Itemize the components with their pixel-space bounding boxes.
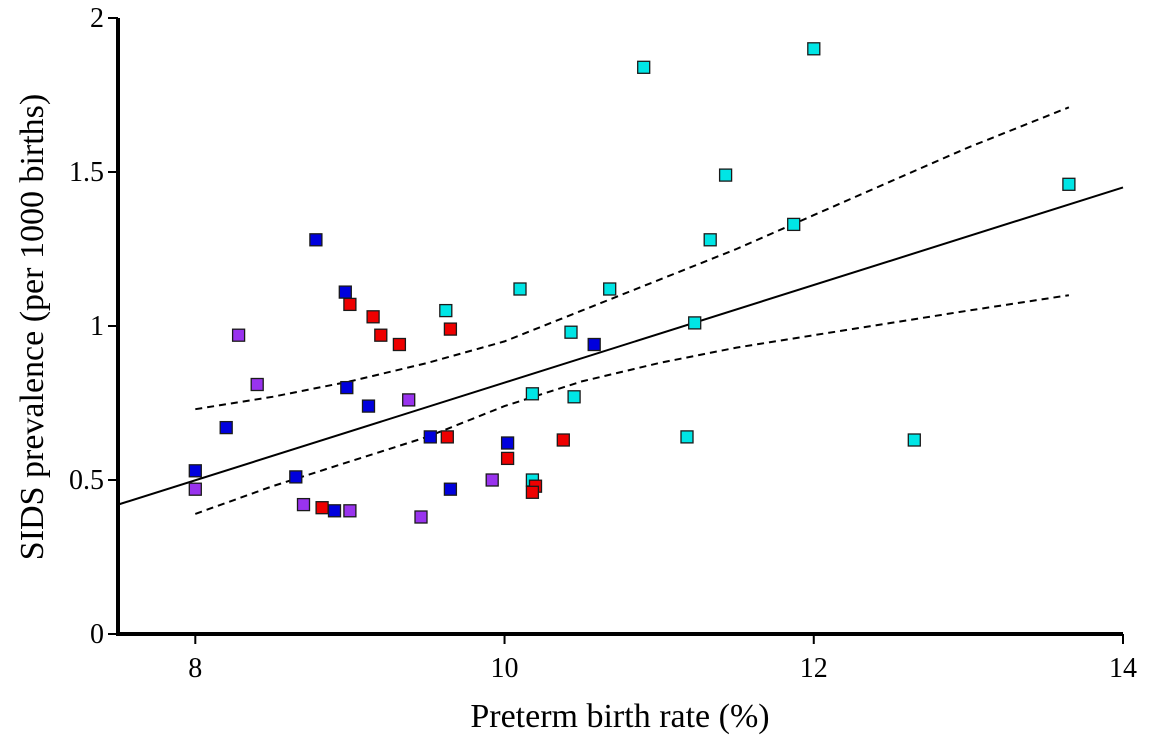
y-tick-label: 1	[90, 311, 104, 342]
data-point	[1062, 177, 1076, 191]
data-point	[338, 285, 352, 299]
data-point	[567, 390, 581, 404]
series-0	[439, 42, 1076, 487]
data-point	[688, 316, 702, 330]
y-tick-label: 1.5	[69, 157, 104, 188]
series-2	[315, 297, 570, 515]
data-point	[250, 377, 264, 392]
data-point	[402, 393, 416, 407]
regression-line-group	[117, 186, 1124, 506]
data-point	[525, 387, 540, 401]
data-point	[637, 60, 651, 74]
data-point	[556, 433, 570, 447]
axes	[108, 17, 1124, 644]
data-point	[787, 217, 801, 232]
data-point	[374, 328, 388, 342]
data-point	[513, 282, 527, 296]
data-point	[718, 168, 733, 182]
data-points	[188, 42, 1076, 524]
data-point	[703, 233, 717, 247]
data-point	[340, 380, 354, 395]
data-point	[440, 430, 454, 444]
data-point	[603, 282, 617, 296]
data-point	[680, 430, 694, 444]
x-tick-label: 10	[491, 653, 519, 684]
data-point	[289, 470, 303, 484]
data-point	[231, 328, 246, 342]
data-point	[343, 297, 357, 312]
data-point	[315, 501, 329, 515]
data-point	[366, 310, 380, 324]
confidence-band-upper	[195, 106, 1070, 411]
x-tick-label: 12	[800, 653, 828, 684]
data-point	[392, 337, 407, 352]
data-point	[500, 436, 515, 450]
confidence-band-lower	[194, 294, 1070, 515]
data-point	[361, 399, 376, 413]
y-tick-label: 2	[90, 3, 104, 34]
data-point	[309, 233, 323, 247]
data-point	[439, 303, 453, 318]
data-point	[443, 482, 458, 496]
data-point	[219, 420, 233, 435]
data-point	[414, 510, 428, 524]
tick-labels: 8 10 12 14 0 0.5 1 1.5 2	[69, 3, 1137, 684]
y-tick-label: 0.5	[69, 465, 104, 496]
data-point	[188, 464, 202, 478]
data-point	[485, 473, 499, 487]
data-point	[423, 430, 437, 444]
data-point	[564, 325, 578, 339]
y-tick-label: 0	[90, 619, 104, 650]
data-point	[907, 433, 921, 447]
data-point	[188, 482, 202, 496]
data-point	[525, 485, 540, 499]
data-point	[500, 451, 515, 466]
data-point	[296, 497, 311, 512]
regression-line	[117, 186, 1124, 506]
data-point	[587, 337, 601, 352]
x-axis-title: Preterm birth rate (%)	[470, 698, 769, 735]
x-tick-label: 14	[1109, 653, 1137, 684]
data-point	[807, 42, 821, 56]
x-tick-label: 8	[188, 653, 202, 684]
data-point	[327, 504, 342, 518]
data-point	[343, 504, 357, 518]
series-3	[188, 328, 499, 524]
y-axis-title: SIDS prevalence (per 1000 births)	[14, 94, 51, 560]
confidence-band	[194, 106, 1070, 515]
data-point	[443, 322, 458, 336]
